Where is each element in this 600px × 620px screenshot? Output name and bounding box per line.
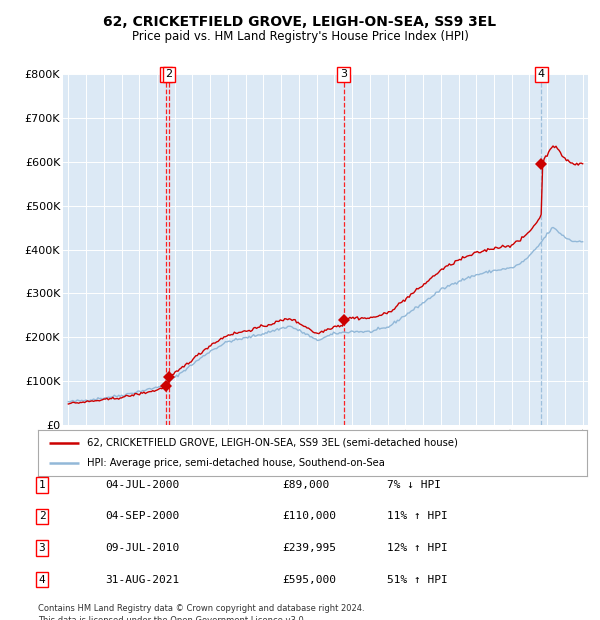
Text: £89,000: £89,000: [282, 480, 329, 490]
Text: £110,000: £110,000: [282, 512, 336, 521]
Text: £239,995: £239,995: [282, 543, 336, 553]
Text: 1: 1: [163, 69, 170, 79]
Text: 12% ↑ HPI: 12% ↑ HPI: [387, 543, 448, 553]
Text: 04-SEP-2000: 04-SEP-2000: [105, 512, 179, 521]
Text: 09-JUL-2010: 09-JUL-2010: [105, 543, 179, 553]
Text: 62, CRICKETFIELD GROVE, LEIGH-ON-SEA, SS9 3EL: 62, CRICKETFIELD GROVE, LEIGH-ON-SEA, SS…: [103, 16, 497, 30]
Text: 3: 3: [340, 69, 347, 79]
Text: 7% ↓ HPI: 7% ↓ HPI: [387, 480, 441, 490]
Text: 11% ↑ HPI: 11% ↑ HPI: [387, 512, 448, 521]
Text: 31-AUG-2021: 31-AUG-2021: [105, 575, 179, 585]
Text: 4: 4: [38, 575, 46, 585]
Text: 3: 3: [38, 543, 46, 553]
Text: 62, CRICKETFIELD GROVE, LEIGH-ON-SEA, SS9 3EL (semi-detached house): 62, CRICKETFIELD GROVE, LEIGH-ON-SEA, SS…: [87, 438, 458, 448]
Text: 04-JUL-2000: 04-JUL-2000: [105, 480, 179, 490]
Text: £595,000: £595,000: [282, 575, 336, 585]
Text: Price paid vs. HM Land Registry's House Price Index (HPI): Price paid vs. HM Land Registry's House …: [131, 30, 469, 43]
Text: 4: 4: [538, 69, 545, 79]
Text: 2: 2: [38, 512, 46, 521]
Text: HPI: Average price, semi-detached house, Southend-on-Sea: HPI: Average price, semi-detached house,…: [87, 458, 385, 468]
Text: 1: 1: [38, 480, 46, 490]
Text: 51% ↑ HPI: 51% ↑ HPI: [387, 575, 448, 585]
Text: 2: 2: [166, 69, 173, 79]
Text: Contains HM Land Registry data © Crown copyright and database right 2024.
This d: Contains HM Land Registry data © Crown c…: [38, 604, 364, 620]
